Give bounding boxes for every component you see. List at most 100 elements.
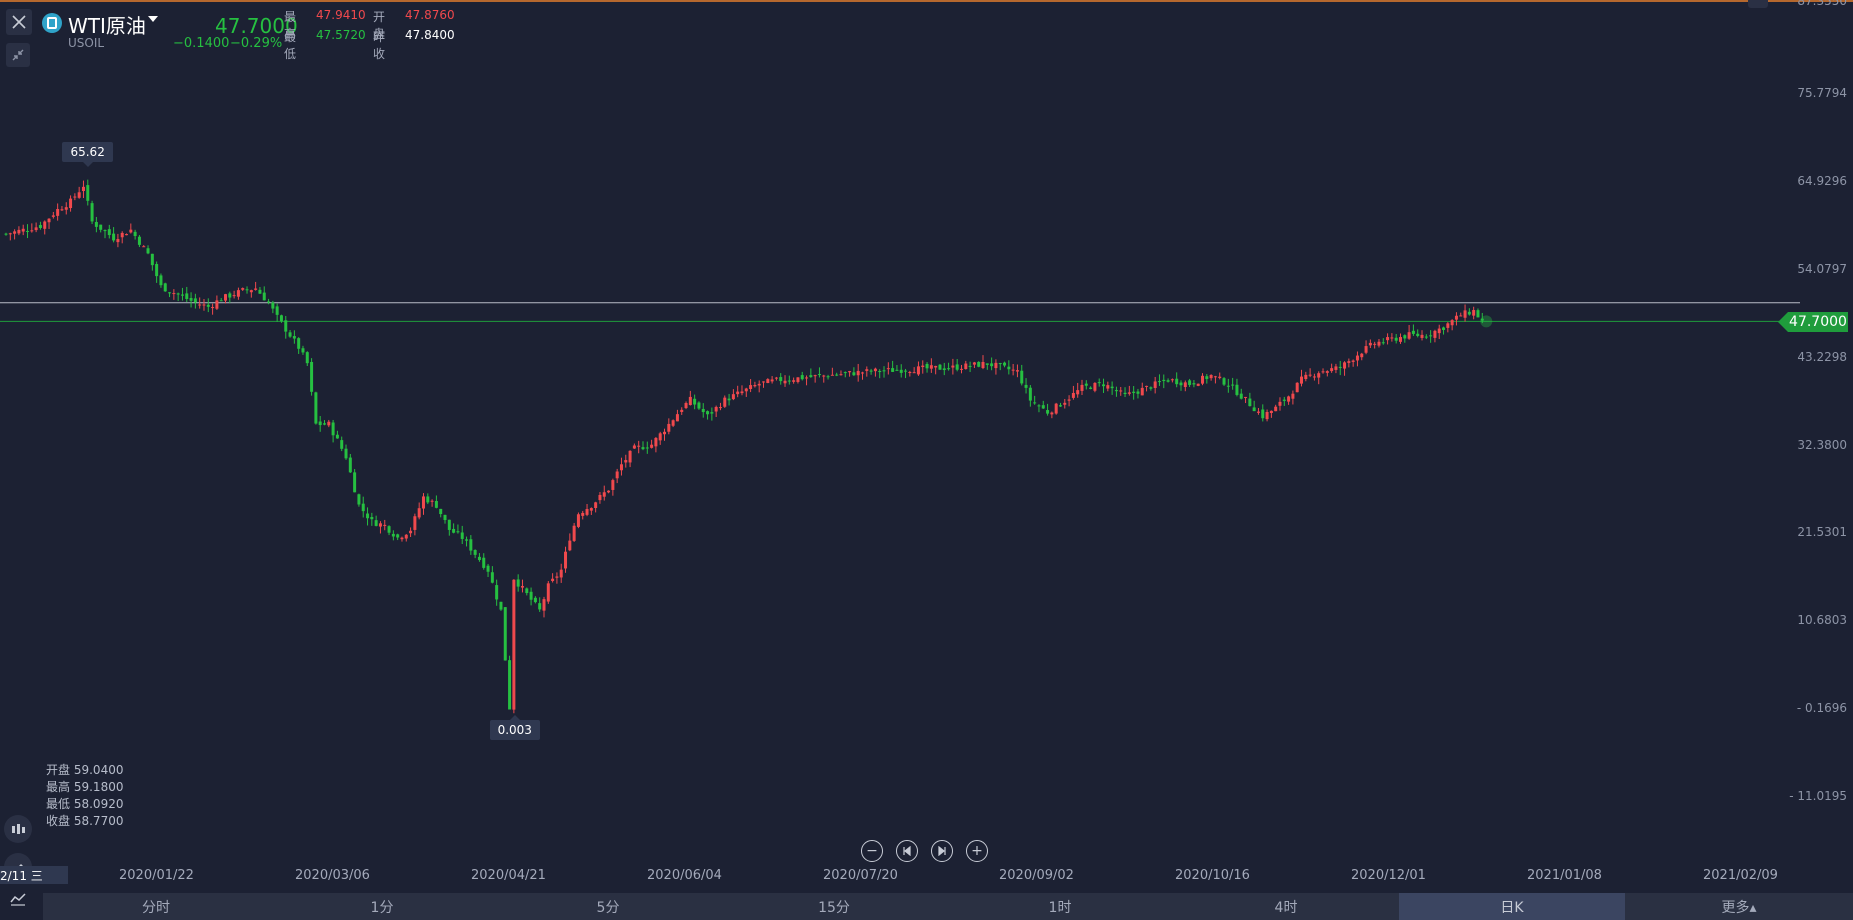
candle <box>357 493 361 507</box>
candle <box>568 533 572 552</box>
candle <box>594 501 598 513</box>
indicator-button[interactable] <box>4 815 32 843</box>
scroll-start-button[interactable] <box>896 840 918 862</box>
candle <box>327 419 331 428</box>
tab-more[interactable]: 更多▴ <box>1721 899 1757 916</box>
candle <box>107 224 111 239</box>
candle <box>546 581 550 604</box>
candle <box>1140 382 1144 396</box>
candle <box>873 367 877 377</box>
line-chart-button[interactable] <box>4 885 32 913</box>
candle <box>619 457 623 476</box>
candle <box>73 193 77 201</box>
candle <box>1110 381 1114 395</box>
x-tick-label: 2020/07/20 <box>823 868 898 883</box>
candle <box>645 441 649 454</box>
legend-low-value: 58.0920 <box>73 797 124 811</box>
candle <box>215 295 219 310</box>
candle <box>1252 400 1256 412</box>
tab-1hour[interactable]: 1时 <box>1048 899 1072 916</box>
candle <box>172 289 176 300</box>
tab-15min[interactable]: 15分 <box>818 899 850 916</box>
candle <box>624 454 628 468</box>
prev-close-label: 昨收 <box>373 30 386 61</box>
candle <box>912 367 916 374</box>
candle <box>839 370 843 376</box>
candle <box>245 286 249 294</box>
window-top-border <box>0 0 1853 2</box>
candle <box>1433 329 1437 343</box>
candle <box>904 368 908 379</box>
candle <box>112 227 116 243</box>
candle <box>1450 319 1454 331</box>
candle <box>1261 404 1265 422</box>
candle <box>1442 326 1446 335</box>
candle <box>783 375 787 387</box>
tab-time-sharing[interactable]: 分时 <box>142 899 170 916</box>
candle <box>564 546 568 573</box>
expand-button[interactable] <box>6 43 30 67</box>
candle <box>301 345 305 355</box>
candle <box>929 358 933 373</box>
symbol-dropdown-icon[interactable] <box>148 16 158 22</box>
candle <box>1067 395 1071 407</box>
plus-icon: + <box>971 843 983 859</box>
candle <box>322 420 326 426</box>
candle <box>1282 396 1286 406</box>
candle <box>176 292 180 302</box>
scroll-end-button[interactable] <box>931 840 953 862</box>
candle <box>413 513 417 536</box>
candle <box>189 292 193 308</box>
candle <box>576 512 580 529</box>
symbol-name[interactable]: WTI原油 <box>68 14 146 38</box>
candle <box>318 416 322 432</box>
zoom-out-button[interactable]: − <box>861 840 883 862</box>
open-value: 47.8760 <box>405 8 455 22</box>
close-button[interactable] <box>6 9 32 35</box>
tab-1min[interactable]: 1分 <box>370 899 394 916</box>
zoom-in-button[interactable]: + <box>966 840 988 862</box>
candle <box>159 273 163 288</box>
candle <box>1347 358 1351 368</box>
candle <box>1459 312 1463 317</box>
candle <box>805 375 809 386</box>
legend-low-label: 最低 <box>46 797 71 811</box>
candle <box>637 440 641 454</box>
candle <box>731 389 735 401</box>
settings-tab-button[interactable] <box>1748 0 1768 8</box>
period-low-callout: 0.003 <box>489 714 540 740</box>
candle <box>1175 372 1179 388</box>
line-chart-icon <box>10 893 26 906</box>
candle <box>667 418 671 435</box>
candle <box>469 535 473 555</box>
candle <box>830 367 834 376</box>
candle <box>1454 312 1458 326</box>
candle <box>331 419 335 443</box>
candle <box>383 519 387 531</box>
candle <box>882 366 886 378</box>
candle <box>417 502 421 520</box>
candle <box>1054 402 1058 415</box>
candle <box>258 286 262 294</box>
candle <box>1420 330 1424 341</box>
candle <box>249 289 253 298</box>
y-tick-label: 75.7794 <box>1797 86 1847 100</box>
candle <box>262 286 266 301</box>
tab-daily[interactable]: 日K <box>1399 893 1625 920</box>
candle <box>1304 371 1308 382</box>
candle <box>848 370 852 377</box>
candle <box>942 362 946 376</box>
candlestick-chart[interactable] <box>0 0 1853 860</box>
candle <box>271 300 275 314</box>
tab-4hour[interactable]: 4时 <box>1274 899 1298 916</box>
candle <box>680 407 684 415</box>
tab-5min[interactable]: 5分 <box>596 899 620 916</box>
candle <box>800 371 804 381</box>
x-tick-label: 2021/02/09 <box>1703 868 1778 883</box>
candle <box>779 373 783 385</box>
collapse-arrows-icon <box>12 49 24 61</box>
candle <box>340 436 344 452</box>
candle <box>1071 385 1075 400</box>
candle <box>886 362 890 375</box>
candle <box>951 358 955 375</box>
